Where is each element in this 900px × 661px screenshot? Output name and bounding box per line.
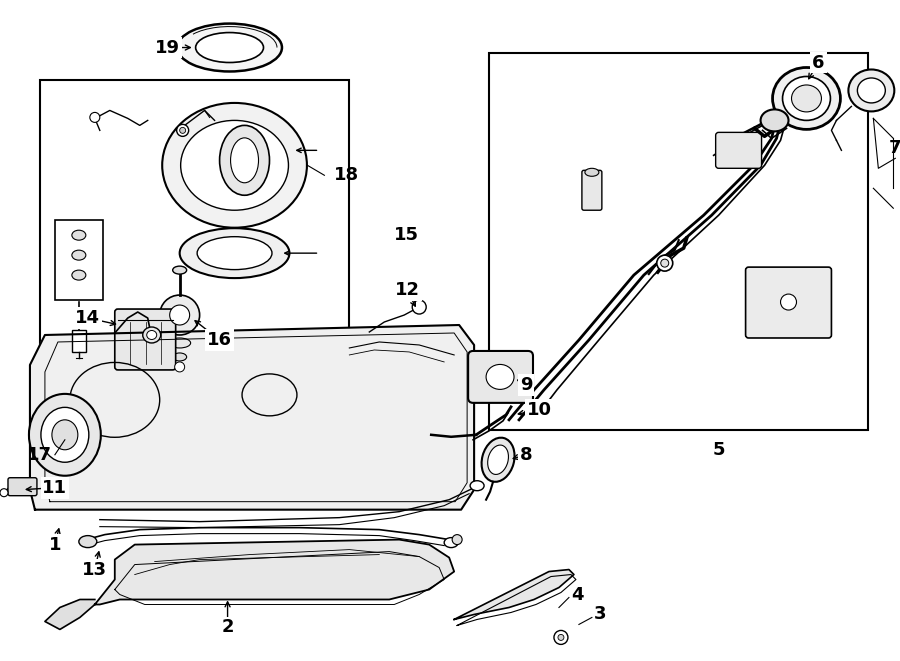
FancyBboxPatch shape xyxy=(468,351,533,403)
Polygon shape xyxy=(30,325,474,510)
Ellipse shape xyxy=(482,438,515,482)
Circle shape xyxy=(180,128,185,134)
Text: 16: 16 xyxy=(207,331,232,349)
Circle shape xyxy=(0,488,8,496)
Text: 6: 6 xyxy=(812,54,824,71)
Ellipse shape xyxy=(162,103,307,227)
Text: 14: 14 xyxy=(76,309,100,327)
Circle shape xyxy=(558,635,564,641)
Text: 9: 9 xyxy=(520,376,532,394)
FancyBboxPatch shape xyxy=(745,267,832,338)
Circle shape xyxy=(90,112,100,122)
Ellipse shape xyxy=(79,535,97,547)
Text: 17: 17 xyxy=(27,446,52,464)
Text: 5: 5 xyxy=(713,441,725,459)
Ellipse shape xyxy=(72,270,86,280)
Bar xyxy=(72,330,86,352)
Ellipse shape xyxy=(791,85,822,112)
Ellipse shape xyxy=(173,266,186,274)
Ellipse shape xyxy=(772,67,841,130)
Ellipse shape xyxy=(168,338,191,348)
Text: 18: 18 xyxy=(335,167,359,184)
Ellipse shape xyxy=(181,120,289,210)
FancyBboxPatch shape xyxy=(8,478,37,496)
Text: 8: 8 xyxy=(519,446,532,464)
Circle shape xyxy=(159,295,200,335)
Text: 19: 19 xyxy=(155,38,180,57)
Ellipse shape xyxy=(470,481,484,490)
Text: 15: 15 xyxy=(394,226,419,244)
Circle shape xyxy=(452,535,462,545)
Text: 10: 10 xyxy=(526,401,552,419)
Circle shape xyxy=(412,300,427,314)
Ellipse shape xyxy=(445,537,458,547)
Ellipse shape xyxy=(29,394,101,476)
Ellipse shape xyxy=(486,364,514,389)
Text: 12: 12 xyxy=(395,281,419,299)
Ellipse shape xyxy=(488,445,508,475)
Circle shape xyxy=(661,259,669,267)
Ellipse shape xyxy=(782,77,831,120)
Ellipse shape xyxy=(177,24,282,71)
FancyBboxPatch shape xyxy=(716,132,761,169)
Text: 4: 4 xyxy=(571,586,583,603)
Text: 7: 7 xyxy=(889,139,900,157)
Polygon shape xyxy=(454,570,574,619)
Bar xyxy=(55,220,103,300)
Circle shape xyxy=(175,362,184,372)
Ellipse shape xyxy=(52,420,78,449)
Text: 3: 3 xyxy=(594,605,607,623)
Text: 1: 1 xyxy=(49,535,61,554)
Circle shape xyxy=(780,294,796,310)
Ellipse shape xyxy=(40,407,89,462)
Ellipse shape xyxy=(173,353,186,361)
Text: 2: 2 xyxy=(221,619,234,637)
Circle shape xyxy=(554,631,568,644)
Circle shape xyxy=(176,124,189,136)
FancyBboxPatch shape xyxy=(582,171,602,210)
Ellipse shape xyxy=(585,169,598,176)
Ellipse shape xyxy=(72,230,86,240)
Ellipse shape xyxy=(143,327,161,343)
Circle shape xyxy=(170,305,190,325)
Text: 11: 11 xyxy=(42,479,68,496)
Polygon shape xyxy=(94,539,454,605)
Ellipse shape xyxy=(180,228,290,278)
Ellipse shape xyxy=(220,126,269,195)
Bar xyxy=(489,52,868,430)
Ellipse shape xyxy=(849,69,895,112)
Ellipse shape xyxy=(197,237,272,270)
FancyBboxPatch shape xyxy=(115,309,176,370)
Ellipse shape xyxy=(72,250,86,260)
Text: 13: 13 xyxy=(82,561,107,578)
Ellipse shape xyxy=(760,110,788,132)
Ellipse shape xyxy=(858,78,886,103)
Circle shape xyxy=(657,255,672,271)
Ellipse shape xyxy=(230,138,258,183)
Bar xyxy=(40,81,349,370)
Ellipse shape xyxy=(195,32,264,63)
Polygon shape xyxy=(45,600,94,629)
Ellipse shape xyxy=(147,330,157,340)
